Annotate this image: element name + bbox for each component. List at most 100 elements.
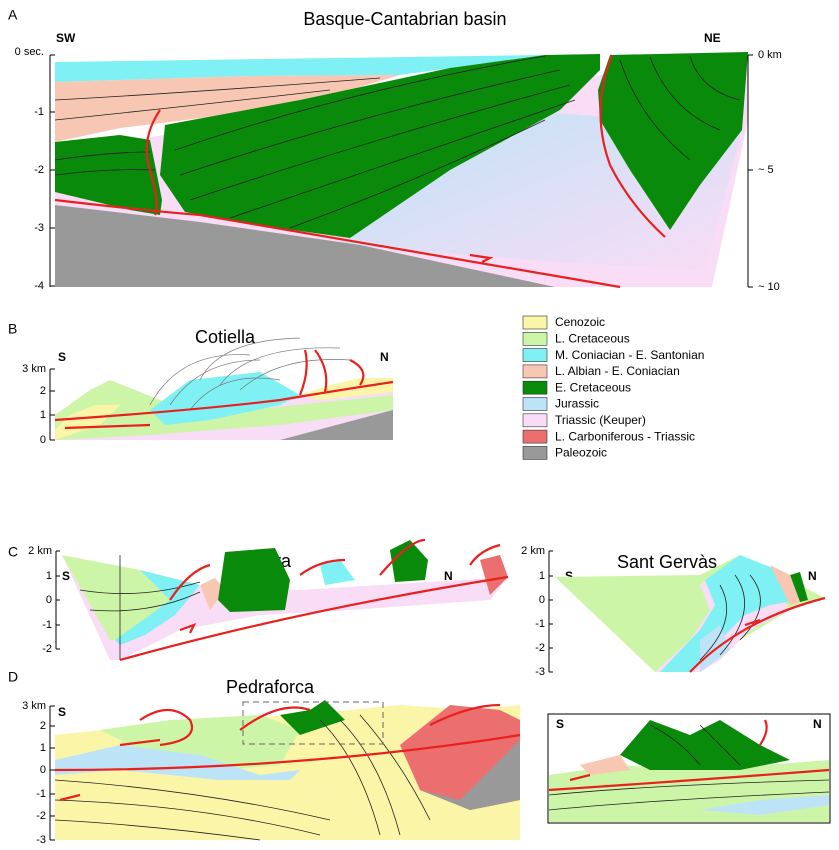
coniacian <box>150 372 300 425</box>
e-cretaceous <box>280 700 345 735</box>
tick-label: -1 <box>535 618 545 630</box>
tick-mark <box>50 705 55 841</box>
jurassic <box>55 745 300 780</box>
legend-label: E. Cretaceous <box>555 380 631 394</box>
side-label: N <box>808 569 817 583</box>
paleozoic <box>280 410 393 440</box>
tick-mark <box>549 550 553 673</box>
tick-mark <box>56 550 60 650</box>
legend-swatch <box>522 397 548 411</box>
side-label: N <box>444 569 453 583</box>
panel-title: Cotiella <box>195 327 256 347</box>
albian <box>580 755 630 775</box>
tick-label: -1 <box>42 619 52 631</box>
tick-label: 2 <box>40 720 46 732</box>
e-cretaceous <box>160 54 600 238</box>
e-cretaceous <box>55 135 162 215</box>
l-cretaceous <box>100 715 300 770</box>
coniacian <box>320 560 355 585</box>
e-cretaceous <box>620 720 790 770</box>
fault <box>599 54 666 238</box>
inset-frame <box>242 701 384 745</box>
tick-label: -3 <box>535 666 545 678</box>
panel-letter: C <box>8 544 18 560</box>
tick-label: -3 <box>34 222 44 234</box>
legend-label: L. Albian - E. Coniacian <box>555 364 680 378</box>
legend-label: L. Cretaceous <box>555 331 630 345</box>
fault <box>54 349 394 430</box>
paleozoic <box>420 740 520 810</box>
tick-label: 0 km <box>758 49 782 61</box>
jurassic <box>700 795 829 815</box>
fault <box>548 719 830 792</box>
legend-label: M. Coniacian - E. Santonian <box>555 348 704 362</box>
tick-label: 2 km <box>521 545 545 557</box>
panel-title: Pedraforca <box>226 677 315 697</box>
paleozoic <box>55 205 555 287</box>
legend-swatch <box>522 446 548 460</box>
carboniferous <box>480 555 508 595</box>
panel-a: A Basque-Cantabrian basin SW NE 0 sec. -… <box>8 7 782 293</box>
bedding <box>149 337 351 411</box>
tick-label: 0 <box>46 594 52 606</box>
legend-swatch <box>522 429 548 444</box>
fault <box>54 703 521 802</box>
legend-label: Jurassic <box>555 397 599 411</box>
e-cretaceous <box>218 548 290 612</box>
legend-label: Cenozoic <box>555 315 605 329</box>
panel-b: B Cotiella S N 3 km 2 1 0 <box>8 321 394 446</box>
legend-swatch <box>522 364 548 379</box>
side-label: N <box>813 717 822 731</box>
albian <box>200 578 225 610</box>
tick-label: -1 <box>34 106 44 118</box>
tick-label: -2 <box>535 642 545 654</box>
fault-arrow <box>179 623 197 634</box>
bedding <box>548 724 830 811</box>
tick-label: -2 <box>36 810 46 822</box>
panel-letter: A <box>8 7 18 23</box>
bedding <box>54 714 431 841</box>
panel-letter: B <box>8 321 17 337</box>
tick-label: -2 <box>42 643 52 655</box>
tick-label: -2 <box>34 164 44 176</box>
side-label: S <box>556 717 564 731</box>
fault-arrow <box>469 253 494 263</box>
tick-label: -4 <box>34 280 44 292</box>
legend-swatch <box>522 315 548 330</box>
tick-label: -3 <box>36 834 46 846</box>
tick-label: 0 <box>40 434 46 446</box>
legend-swatch <box>522 348 548 362</box>
tick-label: ~ 5 <box>758 164 774 176</box>
bedding <box>699 574 761 661</box>
legend-swatch <box>522 380 548 395</box>
fault <box>54 198 621 289</box>
tick-label: 1 <box>40 409 46 421</box>
tick-label: 1 <box>46 570 52 582</box>
cenozoic <box>55 405 120 440</box>
coniacian <box>55 55 545 82</box>
l-cretaceous <box>55 395 393 440</box>
tick-label: -1 <box>36 788 46 800</box>
legend: Cenozoic L. Cretaceous M. Coniacian - E. S… <box>522 315 704 460</box>
side-label: N <box>380 350 389 364</box>
panel-c: C Sopeira S N 2 km 1 0 -1 -2 Sant Gervàs… <box>8 538 826 678</box>
side-label: NE <box>704 31 721 45</box>
side-label: S <box>62 569 70 583</box>
tick-label: 0 <box>539 594 545 606</box>
fault <box>689 596 826 673</box>
side-label: SW <box>56 31 76 45</box>
tick-mark <box>50 368 55 441</box>
albian <box>770 565 800 605</box>
e-cretaceous <box>390 540 428 582</box>
tick-label: ~ 10 <box>758 281 780 293</box>
tick-label: 0 <box>40 764 46 776</box>
legend-swatch <box>522 413 548 428</box>
e-cretaceous <box>790 572 808 602</box>
tick-label: 1 <box>539 570 545 582</box>
panel-title: Basque-Cantabrian basin <box>303 9 506 29</box>
panel-d: D Pedraforca S N 3 km 2 1 0 -1 -2 -3 S N <box>8 669 831 846</box>
bedding <box>79 555 201 660</box>
bedding <box>54 55 741 229</box>
legend-swatch <box>522 331 548 346</box>
coniacian <box>660 555 800 672</box>
